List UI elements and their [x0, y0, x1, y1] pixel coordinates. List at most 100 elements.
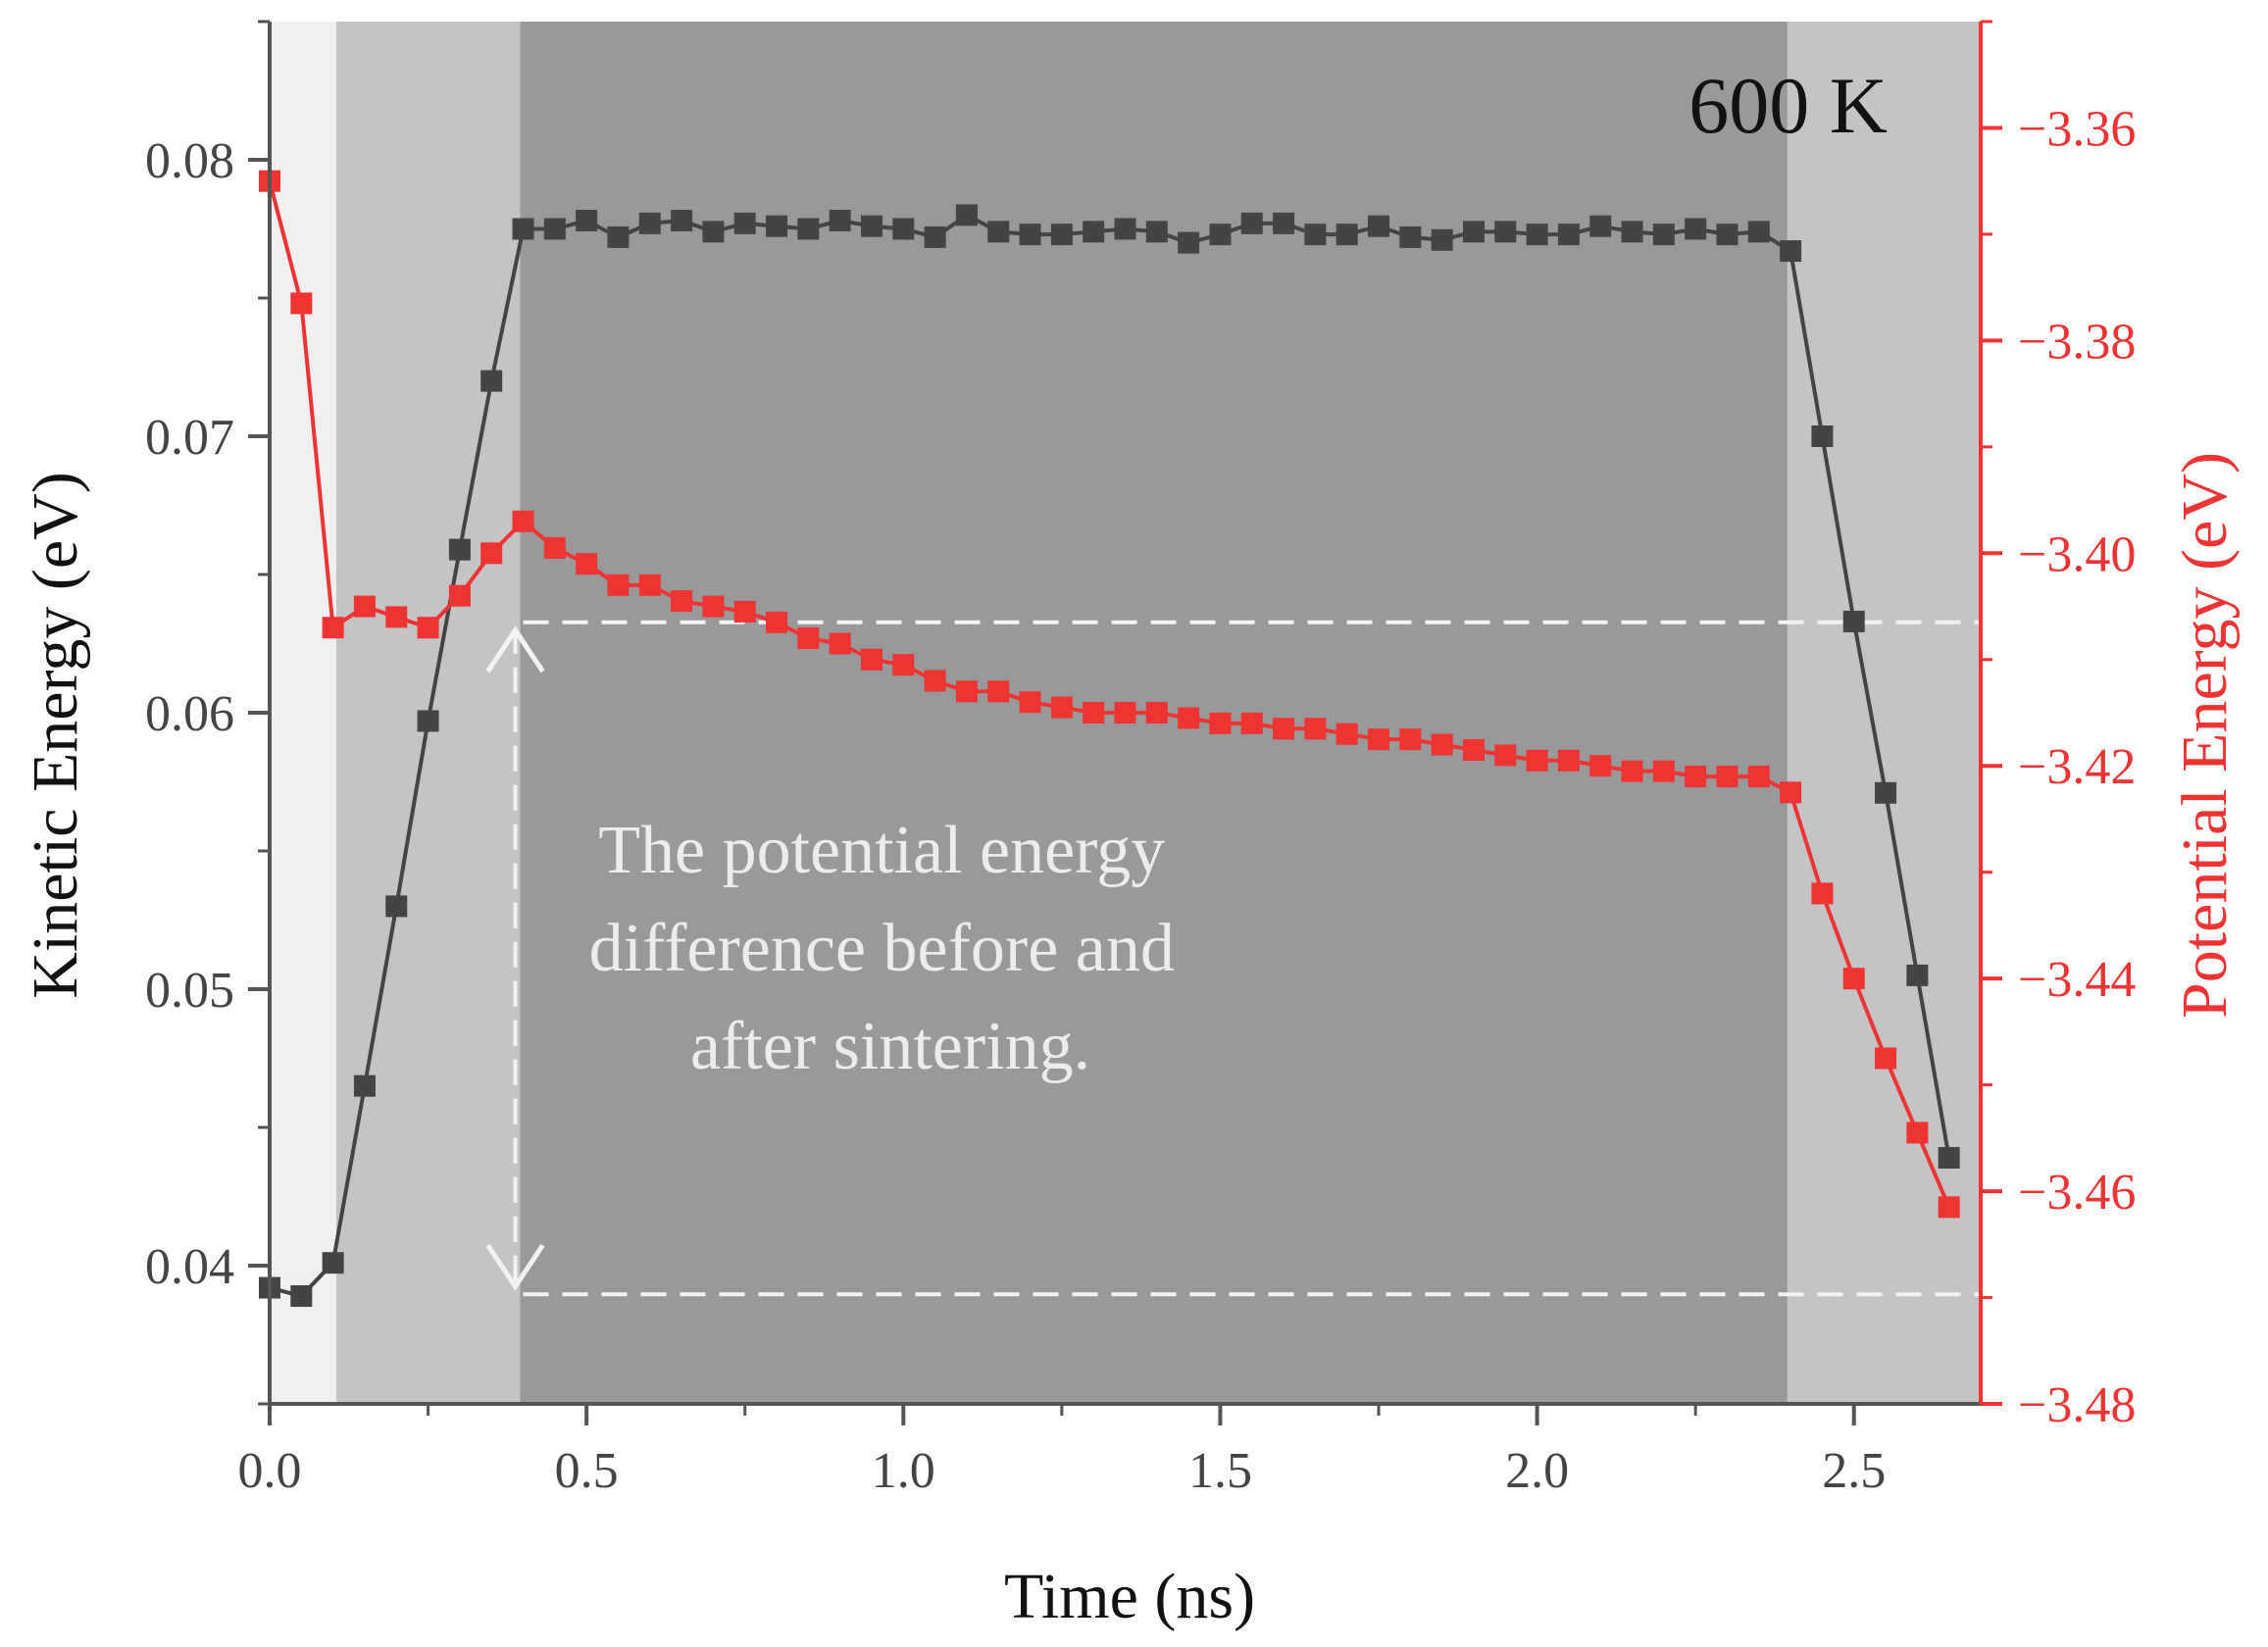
potential-energy-point — [1399, 728, 1422, 751]
kinetic-energy-point — [702, 221, 725, 243]
kinetic-energy-point — [638, 212, 661, 234]
y-left-tick-label: 0.06 — [145, 686, 234, 742]
kinetic-energy-point — [1685, 218, 1707, 240]
kinetic-energy-point — [1621, 221, 1643, 243]
potential-energy-point — [1621, 760, 1643, 782]
potential-energy-point — [1716, 766, 1739, 788]
x-axis-label: Time (ns) — [1004, 1561, 1255, 1632]
potential-energy-point — [1462, 738, 1485, 761]
potential-energy-point — [702, 595, 725, 618]
kinetic-energy-point — [1526, 224, 1548, 246]
kinetic-energy-point — [1145, 221, 1168, 243]
kinetic-energy-point — [797, 218, 820, 240]
kinetic-energy-point — [1716, 224, 1739, 246]
x-tick-label: 2.5 — [1822, 1443, 1886, 1499]
potential-energy-point — [1114, 702, 1136, 724]
potential-energy-point — [1652, 760, 1675, 782]
kinetic-energy-point — [1240, 212, 1263, 234]
kinetic-energy-point — [448, 538, 471, 561]
y-left-tick-label: 0.05 — [145, 963, 234, 1019]
potential-energy-point — [1431, 733, 1453, 756]
potential-energy-point — [1494, 744, 1517, 767]
potential-energy-point — [1557, 749, 1580, 772]
y-right-tick-label: −3.42 — [2018, 739, 2136, 795]
kinetic-energy-point — [512, 218, 534, 240]
potential-energy-point — [829, 632, 851, 655]
potential-energy-point — [1304, 718, 1327, 740]
potential-energy-point — [1685, 766, 1707, 788]
potential-energy-point — [1589, 755, 1612, 777]
kinetic-energy-point — [1304, 224, 1327, 246]
potential-energy-point — [955, 680, 978, 703]
potential-energy-point — [1875, 1047, 1897, 1070]
kinetic-energy-point — [892, 218, 915, 240]
kinetic-energy-point — [1178, 231, 1200, 254]
y-axis-label-right: Potential Energy (eV) — [2169, 452, 2241, 1019]
potential-energy-point — [1178, 707, 1200, 729]
y-right-tick-label: −3.38 — [2018, 314, 2136, 370]
y-right-tick-label: −3.44 — [2018, 952, 2136, 1008]
annotation-pe-difference: The potential energy difference before a… — [589, 813, 1192, 1084]
x-tick-label: 1.0 — [872, 1443, 935, 1499]
potential-energy-point — [1019, 691, 1041, 714]
y-right-tick-label: −3.48 — [2018, 1377, 2136, 1433]
potential-energy-point — [1273, 718, 1295, 740]
kinetic-energy-point — [322, 1252, 344, 1274]
kinetic-energy-point — [385, 895, 408, 918]
potential-energy-point — [766, 611, 788, 633]
kinetic-energy-point — [987, 221, 1010, 243]
potential-energy-point — [797, 627, 820, 650]
potential-energy-point — [892, 654, 915, 676]
kinetic-energy-point — [1431, 228, 1453, 251]
potential-energy-point — [1906, 1122, 1929, 1144]
kinetic-energy-point — [543, 218, 566, 240]
potential-energy-point — [1526, 749, 1548, 772]
potential-energy-point — [924, 670, 946, 692]
kinetic-energy-point — [860, 215, 882, 237]
kinetic-energy-point — [1747, 221, 1770, 243]
y-left-tick-label: 0.07 — [145, 410, 234, 466]
potential-energy-point — [1938, 1196, 1960, 1219]
kinetic-energy-point — [1906, 964, 1929, 986]
x-tick-label: 1.5 — [1188, 1443, 1252, 1499]
kinetic-energy-point — [1209, 224, 1232, 246]
potential-energy-point — [1209, 712, 1232, 734]
annotation-temperature: 600 K — [1688, 61, 1888, 150]
kinetic-energy-point — [607, 225, 630, 248]
series-layer — [259, 170, 1960, 1308]
ticks: 0.0 0.5 1.0 1.5 2.0 2.5 0.04 0.05 0.06 0.07 0.08 −3… — [145, 20, 2136, 1499]
potential-energy-point — [576, 553, 598, 575]
kinetic-energy-point — [1399, 225, 1422, 248]
y-right-tick-label: −3.36 — [2018, 101, 2136, 157]
kinetic-energy-point — [1368, 215, 1390, 237]
shaded-regions — [270, 22, 1981, 1404]
kinetic-energy-point — [671, 210, 693, 232]
kinetic-energy-point — [1273, 212, 1295, 234]
potential-energy-point — [1336, 723, 1358, 745]
potential-energy-point — [512, 510, 534, 532]
potential-energy-point — [353, 595, 376, 618]
potential-energy-point — [1811, 882, 1834, 905]
kinetic-energy-point — [733, 212, 756, 234]
potential-energy-point — [543, 536, 566, 559]
potential-energy-point — [1368, 728, 1390, 751]
kinetic-energy-point — [1083, 221, 1105, 243]
kinetic-energy-point — [576, 210, 598, 232]
y-axis-label-left: Kinetic Energy (eV) — [20, 472, 91, 999]
kinetic-energy-point — [955, 204, 978, 226]
potential-energy-point — [1145, 702, 1168, 724]
x-tick-label: 0.5 — [555, 1443, 619, 1499]
potential-energy-point — [671, 590, 693, 613]
potential-energy-point — [1747, 766, 1770, 788]
x-tick-label: 2.0 — [1505, 1443, 1569, 1499]
kinetic-energy-point — [1019, 224, 1041, 246]
potential-energy-point — [1083, 702, 1105, 724]
potential-energy-point — [638, 574, 661, 596]
kinetic-energy-point — [1811, 425, 1834, 447]
kinetic-energy-point — [829, 210, 851, 232]
potential-energy-point — [1842, 968, 1865, 990]
kinetic-energy-point — [1114, 218, 1136, 240]
kinetic-energy-point — [1336, 224, 1358, 246]
potential-energy-point — [480, 542, 503, 565]
y-left-tick-label: 0.04 — [145, 1239, 234, 1295]
